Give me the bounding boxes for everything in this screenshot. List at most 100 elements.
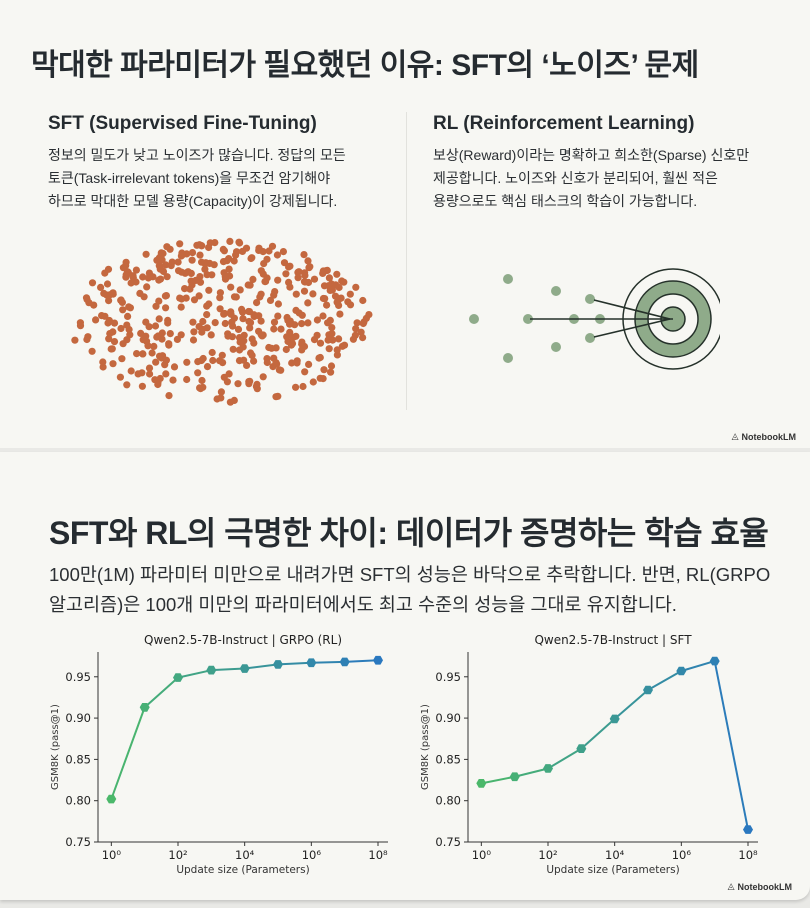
noise-dot — [189, 318, 197, 326]
data-point — [643, 685, 653, 695]
noise-dot — [125, 303, 133, 311]
data-point — [743, 825, 753, 834]
noise-dot — [109, 360, 117, 368]
noise-dot — [227, 283, 235, 291]
noise-dot — [282, 345, 290, 354]
noise-dot — [203, 311, 211, 319]
noise-dot — [165, 341, 173, 349]
noise-dot — [338, 342, 346, 350]
noise-dot — [133, 350, 141, 358]
y-tick-label: 0.75 — [435, 835, 461, 849]
rl-description: 보상(Reward)이라는 명확하고 희소한(Sparse) 신호만 제공합니다… — [433, 144, 749, 213]
noise-dot — [246, 377, 254, 385]
noise-dot — [169, 376, 177, 384]
y-tick-label: 0.90 — [65, 711, 91, 725]
noise-dot — [220, 310, 228, 318]
noise-dot — [206, 259, 214, 267]
noise-dot — [182, 294, 190, 302]
noise-dot — [253, 299, 261, 307]
text-line: 제공합니다. 노이즈와 신호가 분리되어, 훨씬 적은 — [433, 170, 718, 186]
noise-dot — [244, 281, 252, 289]
noise-dot — [218, 351, 226, 359]
noise-dot — [198, 258, 206, 266]
series-segment — [277, 661, 312, 666]
noise-dot — [359, 319, 367, 328]
noise-dot — [327, 362, 336, 370]
noise-dot — [163, 243, 171, 251]
y-tick-label: 0.85 — [65, 752, 91, 766]
text-line: 정보의 밀도가 낮고 노이즈가 많습니다. 정답의 모든 — [48, 147, 346, 163]
noise-dot — [359, 296, 367, 305]
noise-dot — [142, 318, 150, 326]
noise-dot — [313, 331, 321, 339]
data-point — [676, 666, 687, 676]
noise-dot — [225, 265, 233, 273]
noise-dot — [259, 373, 267, 381]
noise-dot — [201, 265, 209, 273]
noise-dot — [270, 325, 278, 333]
noise-dot — [286, 328, 294, 336]
noise-dot — [300, 278, 309, 286]
noise-dot — [83, 295, 91, 304]
noise-dot — [263, 274, 271, 282]
noise-dot — [279, 248, 287, 256]
noise-dot — [306, 263, 314, 271]
noise-dot — [292, 383, 300, 391]
noise-dot — [357, 328, 365, 336]
noise-dot — [146, 370, 154, 378]
y-tick-label: 0.95 — [435, 670, 461, 684]
noise-dot — [88, 347, 96, 355]
noise-dot — [328, 286, 336, 294]
noise-dot — [165, 392, 173, 400]
data-point — [173, 673, 183, 682]
arrow-lines — [530, 299, 673, 338]
noise-dot — [217, 388, 225, 396]
noise-dot — [216, 305, 224, 313]
noise-dot — [153, 333, 161, 341]
noise-dot — [257, 317, 265, 325]
noise-dot — [240, 356, 248, 364]
noise-dot — [246, 319, 255, 327]
signal-dots-icon — [469, 274, 605, 363]
noise-dot — [288, 340, 297, 348]
noise-dot — [292, 290, 300, 298]
noise-dot — [219, 245, 227, 253]
noise-dot — [162, 292, 170, 300]
noise-dot — [242, 244, 251, 252]
noise-dot — [203, 324, 211, 332]
noise-dot — [203, 302, 211, 310]
noise-dot — [286, 262, 294, 270]
series-segment — [344, 659, 379, 663]
text-line: 보상(Reward)이라는 명확하고 희소한(Sparse) 신호만 — [433, 147, 750, 163]
data-point — [339, 657, 350, 667]
text-line: 용량으로도 핵심 태스크의 학습이 가능합니다. — [433, 193, 698, 209]
noise-dot — [149, 273, 157, 281]
noise-dot — [198, 328, 206, 336]
noise-dot — [288, 359, 296, 367]
noise-dot — [129, 272, 137, 280]
noise-dot — [335, 335, 343, 343]
x-axis-label: Update size (Parameters) — [546, 864, 679, 876]
noise-dot — [196, 384, 204, 392]
noise-dot — [337, 294, 345, 302]
noise-dot — [298, 346, 306, 354]
noise-dot — [203, 271, 211, 279]
noise-dot — [199, 317, 207, 326]
noise-dot — [239, 315, 247, 323]
noise-dot — [324, 319, 332, 327]
noise-dot — [257, 267, 265, 275]
noise-dot — [223, 257, 231, 265]
slide-sft-noise: 막대한 파라미터가 필요했던 이유: SFT의 ‘노이즈’ 문제 SFT (Su… — [0, 0, 810, 448]
noise-dot — [174, 258, 182, 266]
noise-dot — [328, 324, 336, 332]
series-segment — [177, 669, 212, 679]
noise-dot — [142, 250, 150, 258]
noise-dot — [359, 334, 367, 342]
data-point — [373, 655, 383, 665]
noise-dot — [223, 378, 231, 386]
rl-heading: RL (Reinforcement Learning) — [433, 113, 695, 134]
noise-dot — [250, 311, 258, 319]
series-segment — [311, 660, 345, 664]
data-point — [543, 764, 553, 773]
noise-dot — [108, 345, 116, 353]
